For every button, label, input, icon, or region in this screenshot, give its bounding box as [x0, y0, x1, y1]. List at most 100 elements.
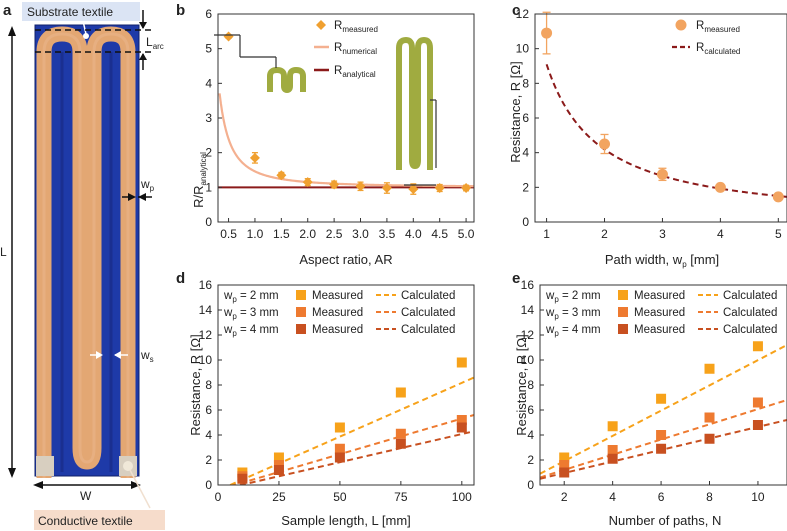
legend-r-numerical: Rnumerical [334, 42, 377, 56]
d-fit-line [229, 376, 474, 485]
d-data-point [273, 465, 284, 475]
inset-short-sample-icon [267, 66, 306, 94]
panel-b-letter: b [176, 2, 185, 19]
d-data-point [334, 443, 345, 454]
e-ytick-label: 12 [521, 328, 535, 342]
d-data-point [237, 473, 248, 484]
d-data-point [273, 452, 284, 463]
b-ytick-label: 1 [205, 180, 212, 194]
e-ytick-label: 0 [527, 478, 534, 492]
b-numerical-curve [218, 93, 474, 188]
e-ytick-label: 16 [521, 278, 535, 292]
d-legend-measured: Measured [312, 324, 363, 336]
e-data-point [607, 421, 618, 432]
e-data-point [752, 420, 763, 430]
c-ytick-label: 6 [522, 111, 529, 125]
c-xtick-label: 1 [543, 227, 550, 241]
e-data-point [704, 412, 715, 423]
c-ytick-label: 10 [516, 42, 530, 56]
e-data-point [607, 453, 618, 464]
panel-e-letter: e [512, 270, 520, 287]
c-xtick-label: 5 [775, 227, 782, 241]
panel-b-plot: 0.5 1.0 1.5 2.0 2.5 3.0 3.5 4.0 4.5 5.0 0 1 2 3 4 5 6 [205, 7, 474, 241]
e-data-point [559, 467, 570, 478]
e-ytick-label: 10 [521, 353, 535, 367]
e-legend-marker [618, 290, 628, 300]
d-data-point [395, 428, 406, 439]
b-xtick-label: 4.5 [431, 227, 448, 241]
b-data-point [381, 183, 392, 194]
c-data-point [541, 27, 553, 39]
c-xtick-label: 3 [659, 227, 666, 241]
d-legend-measured: Measured [312, 307, 363, 319]
e-ytick-label: 2 [527, 453, 534, 467]
e-legend-measured: Measured [634, 290, 685, 302]
e-data-point [559, 460, 570, 470]
c-xtick-label: 4 [717, 227, 724, 241]
conductive-path [36, 26, 136, 478]
substrate-label: Substrate textile [27, 5, 113, 19]
panel-c-letter: c [512, 2, 520, 19]
e-xtick-label: 6 [658, 490, 665, 504]
larc-label: Larc [146, 35, 164, 51]
b-data-point [249, 152, 260, 163]
e-legend-width: wp = 2 mm [545, 290, 601, 304]
e-legend-calculated: Calculated [723, 290, 777, 302]
inset-long-sample-icon [396, 36, 433, 170]
panel-e-legend: wp = 2 mm Measured Calculated wp = 3 mm Meas… [545, 290, 777, 338]
e-legend-measured: Measured [634, 324, 685, 336]
d-legend-width: wp = 2 mm [223, 290, 279, 304]
c-ytick-label: 12 [516, 7, 530, 21]
panel-b: b R/Ranalytical Aspect ratio, AR 0.5 1.0 1… [176, 2, 475, 267]
d-ytick-label: 16 [199, 278, 213, 292]
panel-e-ylabel: Resistance, R [Ω] [514, 334, 529, 435]
d-xtick-label: 75 [394, 490, 408, 504]
b-xtick-label: 0.5 [220, 227, 237, 241]
d-ytick-label: 2 [205, 453, 212, 467]
b-xtick-label: 3.0 [352, 227, 369, 241]
b-xtick-label: 3.5 [379, 227, 396, 241]
panel-c-ylabel: Resistance, R [Ω] [508, 61, 523, 162]
b-data-point [408, 184, 419, 195]
legend-marker-circle [675, 19, 687, 31]
d-data-point [456, 357, 467, 368]
e-legend-width: wp = 4 mm [545, 324, 601, 338]
legend-r-analytical: Ranalytical [334, 65, 376, 79]
panel-c-legend: Rmeasured Rcalculated [672, 19, 740, 56]
panel-a: a Substrate textile Larc L [0, 2, 165, 530]
panel-b-ylabel: R/Ranalytical [191, 152, 208, 208]
e-data-point [656, 430, 667, 440]
ws-label: ws [140, 348, 154, 364]
length-label: L [0, 245, 7, 259]
e-legend-calculated: Calculated [723, 307, 777, 319]
panel-c: c Resistance, R [Ω] Path width, wp [mm] … [508, 2, 787, 269]
b-data-point [434, 183, 445, 194]
c-data-point [599, 138, 611, 150]
d-xtick-label: 25 [272, 490, 286, 504]
b-xtick-label: 4.0 [405, 227, 422, 241]
e-data-point [704, 433, 715, 444]
c-data-point [714, 181, 726, 193]
d-data-point [395, 387, 406, 398]
panel-a-letter: a [3, 2, 12, 19]
panel-b-xlabel: Aspect ratio, AR [299, 252, 392, 267]
d-xtick-label: 50 [333, 490, 347, 504]
b-data-point [223, 31, 234, 42]
d-data-point [395, 438, 406, 449]
b-ytick-label: 4 [205, 76, 212, 90]
b-data-point [355, 181, 366, 192]
d-legend-marker [296, 290, 306, 300]
panel-e-xlabel: Number of paths, N [609, 513, 722, 528]
d-xtick-label: 0 [215, 490, 222, 504]
e-xtick-label: 10 [751, 490, 765, 504]
b-ytick-label: 6 [205, 7, 212, 21]
d-legend-measured: Measured [312, 290, 363, 302]
d-ytick-label: 6 [205, 403, 212, 417]
c-ytick-label: 2 [522, 180, 529, 194]
d-legend-calculated: Calculated [401, 324, 455, 336]
b-xtick-label: 1.0 [247, 227, 264, 241]
d-ytick-label: 10 [199, 353, 213, 367]
d-ytick-label: 4 [205, 428, 212, 442]
contact-pad-left [36, 456, 54, 476]
panel-d: d Resistance, R [Ω] Sample length, L [mm… [176, 270, 475, 528]
